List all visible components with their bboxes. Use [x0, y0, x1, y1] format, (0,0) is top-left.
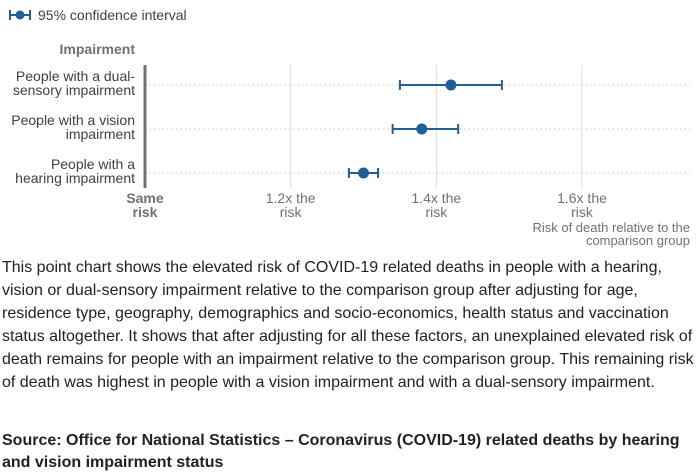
x-tick-label-line: 1.2x the — [266, 190, 316, 206]
category-label: People with a hearing impairment — [15, 156, 135, 186]
category-label-line: People with a dual- — [16, 68, 135, 84]
x-tick-label-line: 1.4x the — [411, 190, 461, 206]
category-label-line: impairment — [66, 126, 135, 142]
data-point — [416, 123, 428, 135]
x-tick-label-line: risk — [571, 204, 594, 220]
x-tick-label-line: risk — [280, 204, 303, 220]
chart-description: This point chart shows the elevated risk… — [2, 259, 694, 391]
x-axis-title-line: comparison group — [586, 233, 690, 248]
category-label-line: hearing impairment — [15, 170, 135, 186]
point-chart: 95% confidence interval People with a du… — [9, 7, 690, 248]
x-tick-label-line: 1.6x the — [557, 190, 607, 206]
data-point — [445, 79, 457, 91]
x-axis-title: Risk of death relative to the comparison … — [532, 220, 690, 248]
legend-point — [15, 10, 25, 20]
category-label: People with a dual-sensory impairment — [13, 68, 135, 98]
source-note: Source: Office for National Statistics –… — [2, 432, 680, 471]
x-tick-label: 1.4x the risk — [411, 190, 461, 220]
x-tick-label-line: Same — [126, 190, 164, 206]
x-tick-label-line: risk — [133, 204, 158, 220]
x-axis-title-line: Risk of death relative to the — [532, 220, 690, 235]
data-rows: People with a dual-sensory impairmentPeo… — [11, 68, 690, 186]
category-label-line: sensory impairment — [13, 82, 135, 98]
row-1: People with a dual-sensory impairment — [13, 68, 690, 98]
row-3: People with a hearing impairment — [15, 156, 690, 186]
x-tick-label: 1.6x the risk — [557, 190, 607, 220]
category-label: People with a vision impairment — [11, 112, 135, 142]
legend-label: 95% confidence interval — [38, 7, 187, 23]
legend: 95% confidence interval — [9, 7, 187, 23]
x-tick-label-line: risk — [425, 204, 448, 220]
x-tick-label: Same risk — [126, 190, 164, 220]
y-axis-title: Impairment — [60, 41, 136, 57]
row-2: People with a vision impairment — [11, 112, 690, 142]
category-label-line: People with a — [51, 156, 135, 172]
x-tick-label: 1.2x the risk — [266, 190, 316, 220]
category-label-line: People with a vision — [11, 112, 135, 128]
data-point — [358, 167, 369, 179]
